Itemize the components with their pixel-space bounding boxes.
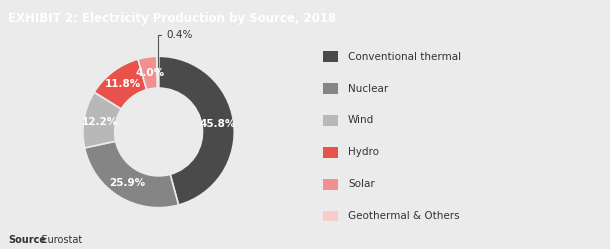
- FancyBboxPatch shape: [323, 211, 338, 221]
- Wedge shape: [85, 141, 179, 208]
- Wedge shape: [138, 56, 157, 90]
- Text: 25.9%: 25.9%: [109, 178, 146, 188]
- FancyBboxPatch shape: [323, 147, 338, 158]
- FancyBboxPatch shape: [323, 83, 338, 94]
- Text: Source: Source: [8, 235, 46, 245]
- Text: 0.4%: 0.4%: [158, 30, 193, 67]
- Text: 4.0%: 4.0%: [135, 68, 164, 78]
- Text: : Eurostat: : Eurostat: [35, 235, 82, 245]
- Text: Nuclear: Nuclear: [348, 84, 389, 94]
- Wedge shape: [94, 59, 146, 109]
- Text: 45.8%: 45.8%: [199, 119, 236, 129]
- Wedge shape: [83, 92, 121, 148]
- Text: 11.8%: 11.8%: [104, 79, 141, 89]
- Text: Geothermal & Others: Geothermal & Others: [348, 211, 460, 221]
- Wedge shape: [159, 56, 234, 205]
- Text: Wind: Wind: [348, 116, 375, 125]
- Text: Conventional thermal: Conventional thermal: [348, 52, 461, 62]
- FancyBboxPatch shape: [323, 179, 338, 189]
- Text: EXHIBIT 2: Electricity Production by Source, 2018: EXHIBIT 2: Electricity Production by Sou…: [8, 12, 336, 25]
- Text: Hydro: Hydro: [348, 147, 379, 157]
- FancyBboxPatch shape: [323, 115, 338, 126]
- FancyBboxPatch shape: [323, 52, 338, 62]
- Text: 12.2%: 12.2%: [82, 117, 118, 127]
- Wedge shape: [157, 56, 159, 88]
- Text: Solar: Solar: [348, 179, 375, 189]
